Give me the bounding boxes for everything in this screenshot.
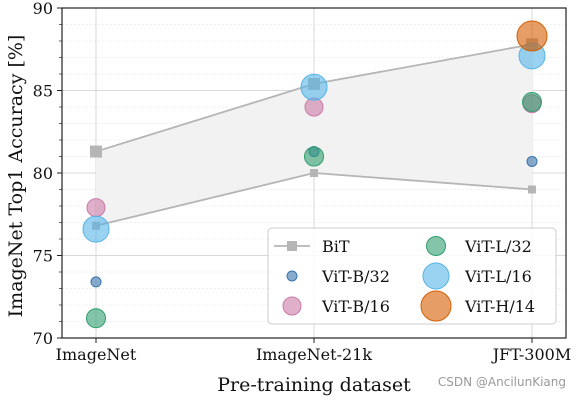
y-tick-label: 70 xyxy=(33,329,53,348)
vit-point xyxy=(82,215,110,243)
legend-marker xyxy=(422,262,450,290)
y-axis-label: ImageNet Top1 Accuracy [%] xyxy=(5,35,27,318)
legend-label: BiT xyxy=(322,237,350,256)
vit-point xyxy=(304,146,324,167)
watermark: CSDN @AncilunKiang xyxy=(438,375,566,389)
y-tick-label: 75 xyxy=(33,247,53,266)
bit-lower-marker xyxy=(310,169,318,177)
bit-lower-marker xyxy=(528,185,536,194)
vit-point xyxy=(300,73,328,101)
vit-point xyxy=(90,276,102,288)
legend-marker xyxy=(426,236,446,256)
vit-point xyxy=(86,198,106,218)
data-points xyxy=(82,20,548,329)
x-tick-label: ImageNet xyxy=(56,345,137,364)
legend-bit-marker xyxy=(287,241,297,251)
legend-label: ViT-H/14 xyxy=(464,297,535,316)
legend-marker xyxy=(420,290,452,322)
y-tick-label: 80 xyxy=(33,164,53,183)
legend-marker xyxy=(286,270,298,282)
y-tick-label: 85 xyxy=(33,82,53,101)
y-tick-label: 90 xyxy=(33,0,53,18)
x-axis-label: Pre-training dataset xyxy=(217,374,411,396)
legend-label: ViT-B/16 xyxy=(321,297,390,316)
legend-label: ViT-L/32 xyxy=(464,237,532,256)
vit-point xyxy=(516,20,548,52)
vit-point xyxy=(526,155,538,167)
vit-point xyxy=(86,308,106,329)
vit-point xyxy=(522,92,542,113)
legend-box xyxy=(267,227,557,325)
legend-marker xyxy=(282,296,302,316)
bit-band xyxy=(90,38,538,230)
x-tick-label: JFT-300M xyxy=(491,345,571,364)
y-axis-ticks: 70 75 80 85 90 xyxy=(33,0,62,348)
x-axis-ticks: ImageNet ImageNet-21k JFT-300M xyxy=(56,338,571,364)
legend-label: ViT-L/16 xyxy=(464,267,532,286)
x-tick-label: ImageNet-21k xyxy=(256,345,372,364)
bit-upper-marker xyxy=(90,145,102,158)
legend-label: ViT-B/32 xyxy=(321,267,390,286)
legend: BiT ViT-B/32 ViT-B/16 ViT-L/32 ViT-L/16 ViT-H… xyxy=(267,227,557,325)
